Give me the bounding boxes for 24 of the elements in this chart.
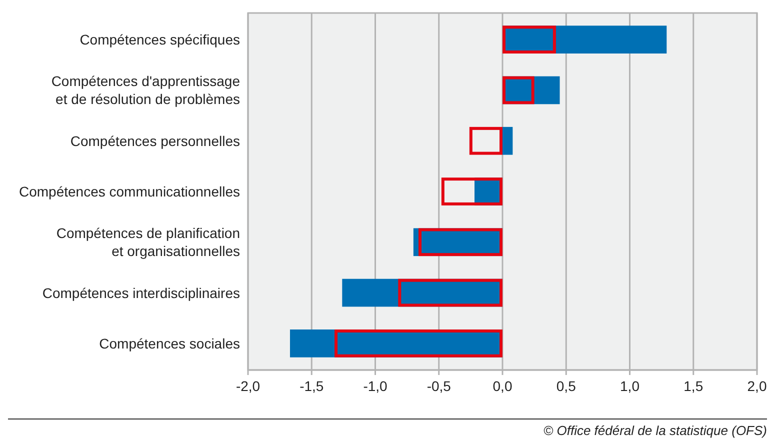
x-tick-label: -2,0 — [236, 378, 260, 394]
y-tick-label: Compétences de planification et organisationnelles — [56, 225, 240, 260]
bar — [469, 126, 502, 155]
y-tick-label: Compétences d'apprentissage et de résolution de problèmes — [51, 73, 240, 108]
y-tick-label: Compétences sociales — [99, 335, 240, 352]
x-tick-label: -1,0 — [363, 378, 388, 394]
x-tick-label: 0,5 — [556, 378, 576, 394]
x-tick-label: 2,0 — [747, 378, 767, 394]
bar — [441, 178, 502, 206]
bar — [502, 26, 556, 54]
y-tick-label: Compétences interdisciplinaires — [42, 284, 240, 301]
x-tick-label: -0,5 — [426, 378, 452, 394]
y-tick-label: Compétences personnelles — [70, 132, 240, 149]
bar — [502, 76, 534, 104]
y-tick-label: Compétences spécifiques — [80, 32, 240, 48]
x-tick-label: 0,0 — [492, 378, 512, 394]
y-tick-label: Compétences communicationnelles — [19, 184, 240, 200]
x-tick-label: 1,0 — [620, 378, 640, 394]
bar — [502, 126, 513, 155]
text: © Office fédéral de la statistique (OFS) — [544, 423, 767, 438]
x-tick-label: -1,5 — [300, 378, 324, 394]
bar — [334, 329, 502, 358]
x-tick-label: 1,5 — [684, 378, 704, 394]
bar — [398, 278, 502, 307]
